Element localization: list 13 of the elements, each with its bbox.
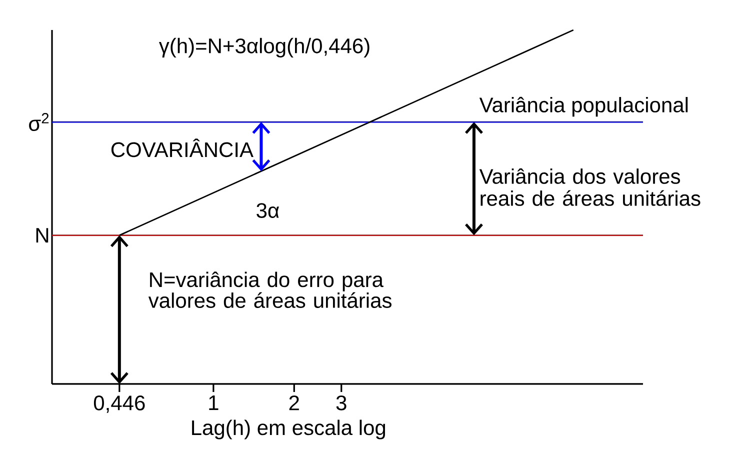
ref-line-label: σ$^{2}$ (29, 113, 49, 132)
annotation: 3α (256, 203, 280, 218)
ref-line-label: N (36, 228, 48, 243)
x-axis-title: Lag(h) em escala log (192, 420, 386, 440)
x-tick-label: 1 (209, 396, 218, 410)
x-tick-label: 2 (289, 396, 299, 410)
annotation: γ(h)=N+3αlog(h/0,446) (158, 38, 370, 58)
x-tick-label: 0,446 (94, 396, 145, 413)
x-tick-label: 3 (336, 396, 346, 410)
annotation: N=variância do erro para valores de áreas unitárias (148, 272, 392, 308)
annotation: Variância dos valores reais de áreas unitárias (479, 168, 700, 206)
annotation: Variância populacional (479, 96, 688, 117)
annotation: COVARIÂNCIA (111, 138, 254, 158)
